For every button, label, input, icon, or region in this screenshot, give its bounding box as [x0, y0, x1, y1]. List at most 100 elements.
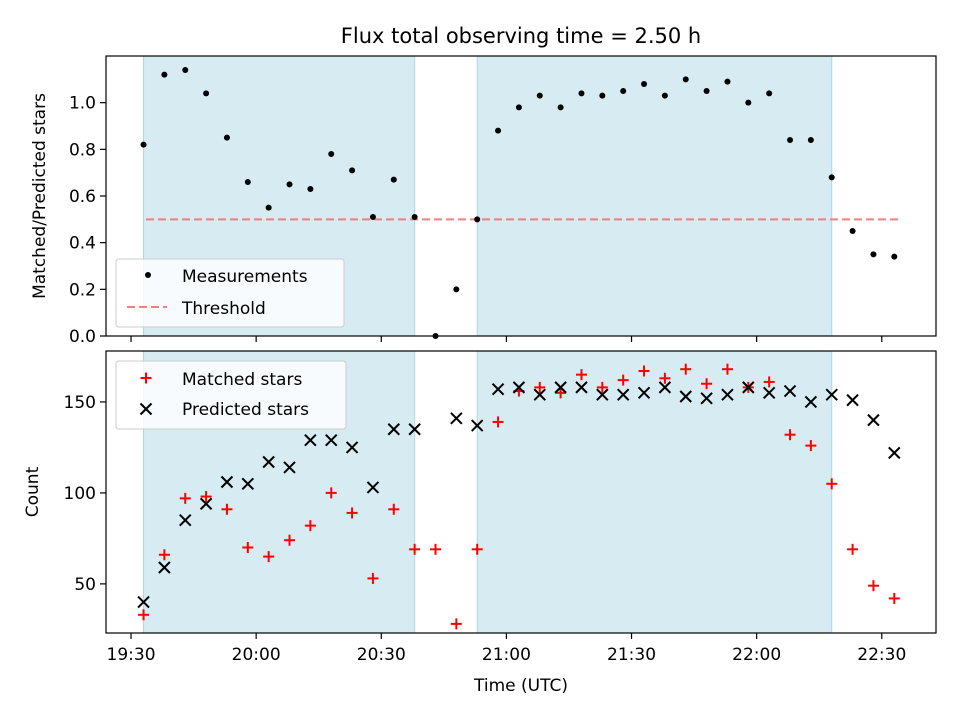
top-shaded-intervals [143, 56, 833, 336]
matched-star-point [367, 572, 379, 584]
matched-star-point [242, 541, 254, 553]
predicted-star-point [387, 423, 400, 436]
measurement-point [515, 104, 522, 111]
predicted-star-point [262, 455, 275, 469]
x-stroke [139, 402, 153, 416]
y-tick-label: 50 [74, 575, 96, 595]
legend-matched-label: Matched stars [182, 370, 302, 390]
x-stroke [533, 388, 546, 401]
x-stroke [325, 433, 338, 447]
measurement-point [703, 88, 710, 94]
x-stroke [596, 388, 609, 401]
legend-x [139, 402, 153, 416]
matched-star-point [263, 551, 275, 563]
measurement-point [244, 179, 251, 185]
matched-star-point [534, 381, 546, 393]
x-stroke [512, 381, 526, 394]
measurement-point [286, 181, 293, 188]
predicted-star-point [241, 477, 255, 491]
predicted-star-point [554, 381, 567, 394]
top-legend-box [115, 258, 345, 328]
x-stroke [387, 423, 400, 436]
measurement-point [849, 228, 856, 234]
y-tick-label: 0.2 [69, 280, 96, 300]
predicted-star-point [867, 413, 880, 427]
measurement-point [182, 67, 189, 73]
matched-star-point [805, 440, 817, 452]
x-tick-label: 21:30 [607, 645, 656, 665]
y-tick-label: 0.0 [69, 327, 96, 347]
predicted-star-point [762, 386, 776, 400]
matched-star-point [284, 534, 296, 546]
top-x-ticks [130, 336, 883, 342]
x-stroke [450, 412, 463, 425]
shaded-interval [477, 351, 832, 633]
predicted-star-point [533, 388, 546, 401]
x-stroke [742, 381, 755, 394]
measurement-point [203, 90, 210, 97]
legend-measurement-marker [145, 272, 151, 278]
predicted-star-point [345, 441, 359, 454]
predicted-star-point [137, 595, 150, 609]
x-stroke [575, 381, 588, 394]
top-legend: Measurements Threshold [115, 258, 345, 328]
matched-star-point [471, 543, 483, 555]
matched-star-point [701, 378, 713, 390]
measurement-point [390, 176, 397, 183]
measurement-point [828, 174, 835, 181]
matched-star-point [450, 618, 462, 630]
x-stroke [783, 384, 797, 398]
x-stroke [867, 413, 880, 427]
y-tick-label: 150 [64, 393, 96, 413]
matched-star-point [680, 363, 692, 375]
predicted-star-point [283, 461, 296, 474]
predicted-star-point [825, 388, 838, 401]
count-points [137, 363, 901, 630]
x-tick-label: 22:00 [732, 645, 781, 665]
measurement-point [599, 92, 606, 99]
matched-star-point [429, 543, 441, 555]
x-stroke [304, 433, 317, 447]
predicted-star-point [491, 382, 505, 396]
matched-star-point [847, 543, 859, 555]
x-stroke [888, 446, 901, 460]
legend-predicted-marker [139, 402, 153, 416]
x-stroke [470, 419, 484, 432]
measurement-point [870, 251, 877, 258]
y-tick-label: 0.4 [69, 234, 96, 254]
matched-star-point [409, 543, 421, 555]
predicted-star-point [304, 433, 317, 447]
x-stroke [179, 513, 192, 527]
bottom-panel: 50 100 150 19:30 20:00 20:30 21:00 21:30 22:00 2… [23, 350, 937, 696]
x-stroke [408, 423, 421, 436]
measurement-point [745, 99, 752, 106]
legend-matched-marker [140, 372, 152, 384]
matched-star-point [200, 491, 212, 503]
y-tick-label: 1.0 [69, 94, 96, 114]
x-stroke [658, 381, 672, 394]
bottom-x-ticks: 19:30 20:00 20:30 21:00 21:30 22:00 22:30 [107, 633, 906, 665]
legend-measurements-label: Measurements [182, 267, 308, 287]
x-stroke [262, 455, 275, 469]
legend-predicted-label: Predicted stars [182, 400, 309, 420]
bottom-axes-frame [105, 350, 937, 634]
x-stroke [199, 497, 213, 511]
x-tick-label: 20:00 [232, 645, 281, 665]
measurement-point [307, 186, 314, 192]
predicted-star-point [179, 513, 192, 527]
predicted-star-point [366, 481, 380, 494]
measurement-point [724, 78, 731, 85]
measurement-point [369, 214, 376, 220]
measurement-point [807, 137, 814, 143]
predicted-star-point [742, 381, 755, 394]
matched-star-point [492, 416, 504, 428]
x-stroke [637, 386, 651, 400]
predicted-star-point [408, 423, 421, 436]
matched-star-point [325, 487, 337, 499]
measurement-point [578, 90, 585, 97]
chart-title: Flux total observing time = 2.50 h [341, 24, 701, 48]
matched-star-point [346, 507, 358, 519]
x-stroke [825, 388, 838, 401]
measurement-point [536, 92, 543, 99]
measurement-point [161, 71, 168, 78]
